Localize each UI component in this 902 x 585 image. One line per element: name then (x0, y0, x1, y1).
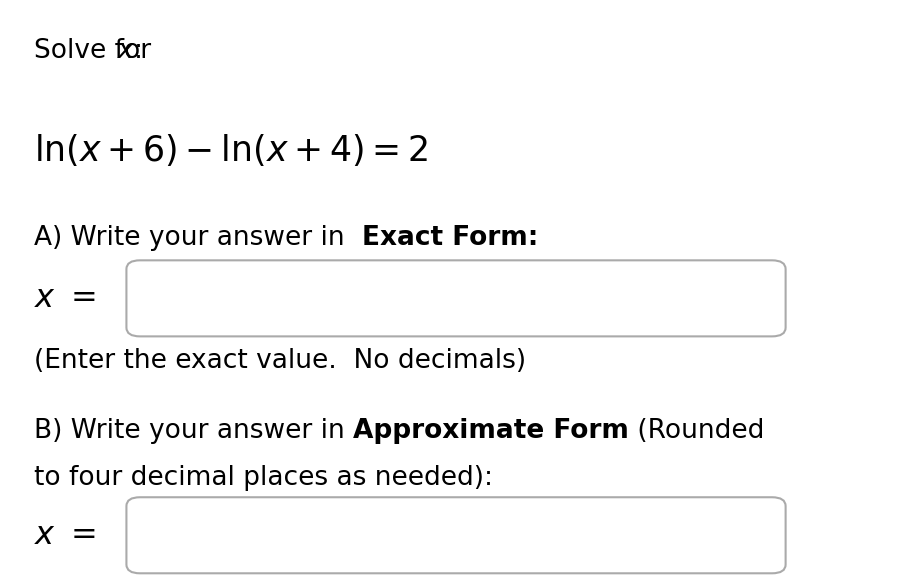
Text: to four decimal places as needed):: to four decimal places as needed): (34, 465, 492, 491)
Text: Exact Form:: Exact Form: (362, 225, 538, 251)
Text: $x\ =$: $x\ =$ (34, 520, 96, 550)
Text: (Rounded: (Rounded (629, 418, 764, 444)
FancyBboxPatch shape (126, 497, 785, 573)
Text: $x$:: $x$: (117, 38, 142, 64)
Text: B) Write your answer in: B) Write your answer in (34, 418, 353, 444)
Text: Solve for: Solve for (34, 38, 160, 64)
Text: Approximate Form: Approximate Form (353, 418, 629, 444)
Text: $x\ =$: $x\ =$ (34, 283, 96, 314)
Text: (Enter the exact value.  No decimals): (Enter the exact value. No decimals) (34, 348, 526, 374)
Text: A) Write your answer in: A) Write your answer in (34, 225, 362, 251)
Text: $\ln(x+6) - \ln(x+4) = 2$: $\ln(x+6) - \ln(x+4) = 2$ (34, 132, 428, 168)
FancyBboxPatch shape (126, 260, 785, 336)
